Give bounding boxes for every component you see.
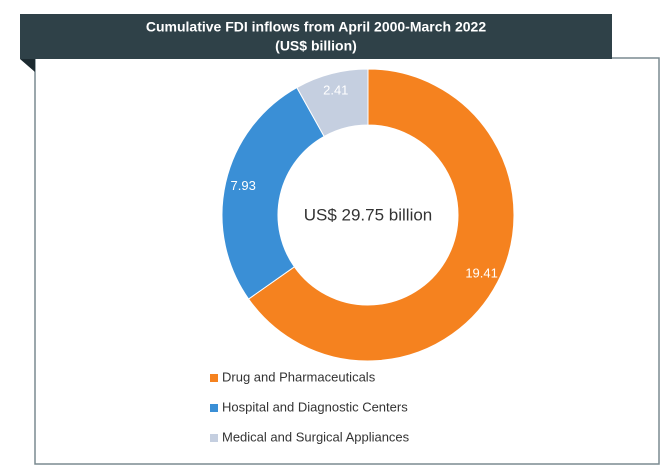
value-label: 7.93 bbox=[231, 178, 256, 193]
legend-swatch bbox=[210, 374, 218, 382]
header-fold bbox=[20, 59, 35, 72]
center-label: US$ 29.75 billion bbox=[304, 205, 433, 224]
header-bar bbox=[20, 14, 612, 59]
chart-subtitle: (US$ billion) bbox=[275, 38, 357, 54]
value-label: 19.41 bbox=[465, 265, 498, 280]
value-label: 2.41 bbox=[323, 83, 348, 98]
slice bbox=[296, 68, 369, 138]
chart-title: Cumulative FDI inflows from April 2000-M… bbox=[146, 19, 486, 35]
legend-swatch bbox=[210, 434, 218, 442]
legend-label: Drug and Pharmaceuticals bbox=[222, 369, 376, 384]
slice bbox=[247, 68, 515, 362]
legend-label: Hospital and Diagnostic Centers bbox=[222, 399, 408, 414]
legend-swatch bbox=[210, 404, 218, 412]
slice bbox=[221, 86, 325, 300]
legend-label: Medical and Surgical Appliances bbox=[222, 429, 410, 444]
